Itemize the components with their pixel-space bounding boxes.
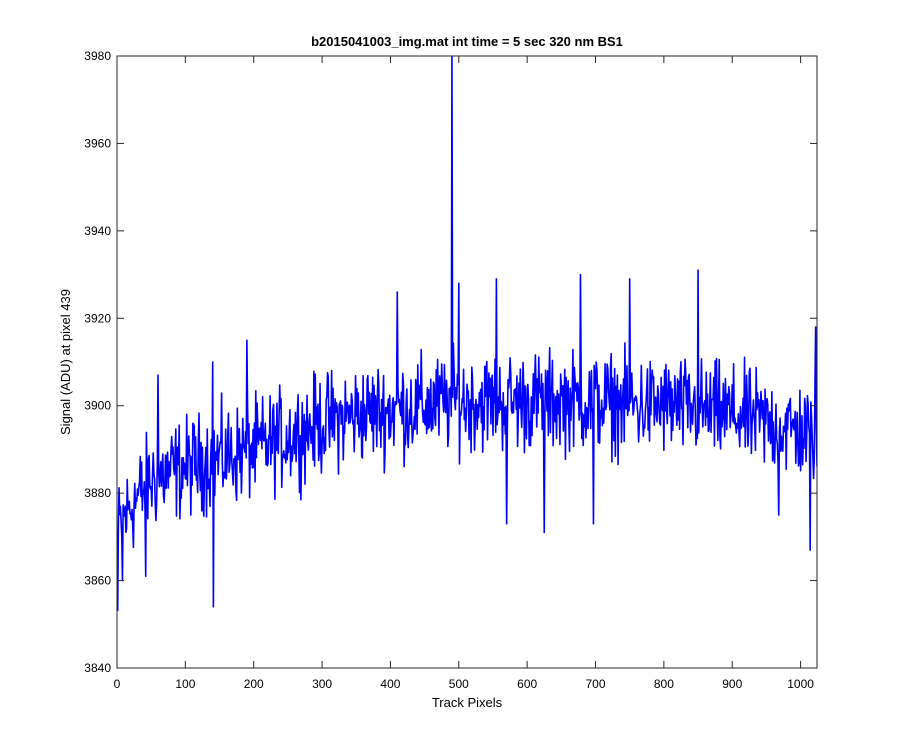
x-tick-label: 200 xyxy=(244,677,264,691)
x-tick-label: 800 xyxy=(654,677,674,691)
y-tick-label: 3960 xyxy=(84,136,111,150)
y-tick-label: 3940 xyxy=(84,224,111,238)
y-tick-label: 3980 xyxy=(84,49,111,63)
x-tick-label: 600 xyxy=(517,677,537,691)
x-tick-label: 400 xyxy=(380,677,400,691)
tick-layer: 0 100 200 300 400 500 600 700 800 900 1000 3840 3860… xyxy=(84,49,817,691)
series-line xyxy=(117,56,817,612)
plot-area xyxy=(117,56,817,668)
axes-box xyxy=(116,55,818,669)
x-tick-label: 0 xyxy=(114,677,121,691)
x-tick-label: 100 xyxy=(175,677,195,691)
chart-title: b2015041003_img.mat int time = 5 sec 320… xyxy=(311,34,623,49)
x-tick-label: 300 xyxy=(312,677,332,691)
y-tick-label: 3880 xyxy=(84,486,111,500)
y-tick-label: 3920 xyxy=(84,311,111,325)
y-tick-label: 3900 xyxy=(84,399,111,413)
x-tick-label: 900 xyxy=(722,677,742,691)
x-tick-label: 1000 xyxy=(787,677,814,691)
y-tick-label: 3860 xyxy=(84,574,111,588)
y-axis-label: Signal (ADU) at pixel 439 xyxy=(58,289,73,435)
x-tick-label: 700 xyxy=(586,677,606,691)
y-tick-label: 3840 xyxy=(84,661,111,675)
x-tick-label: 500 xyxy=(449,677,469,691)
series-layer xyxy=(117,56,817,612)
x-axis-label: Track Pixels xyxy=(432,695,503,710)
